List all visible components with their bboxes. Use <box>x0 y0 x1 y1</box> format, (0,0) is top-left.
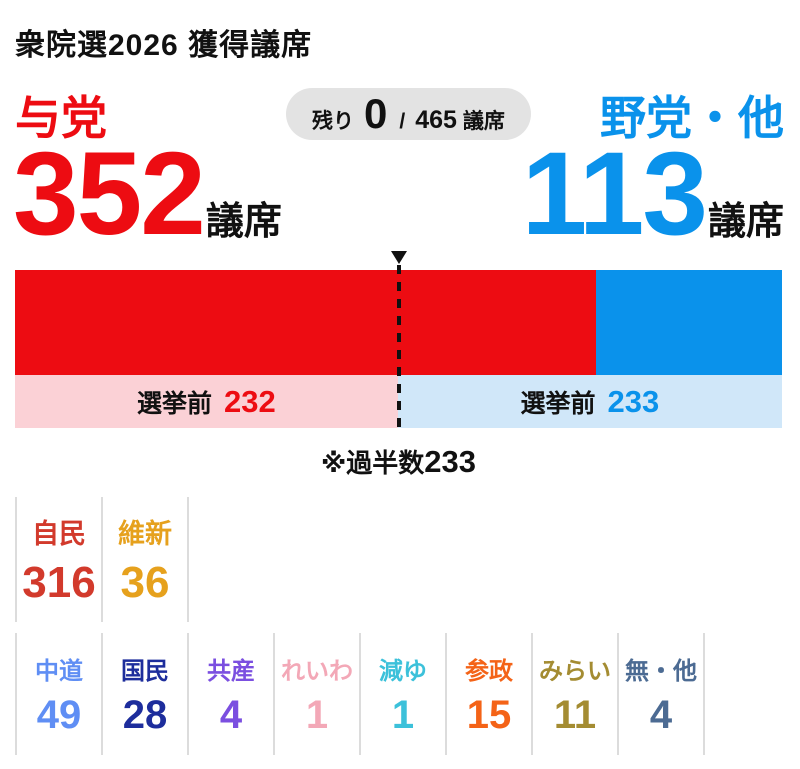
pre-election-seats-opposition: 233 <box>607 383 660 419</box>
remaining-unit: 議席 <box>462 110 505 133</box>
party-seats: 1 <box>305 692 329 737</box>
party-cell-kyosan: 共産 4 <box>187 633 273 755</box>
opposition-seats-number: 113 <box>521 128 708 260</box>
party-results-row-2: 中道 49 国民 28 共産 4 れいわ 1 減ゆ 1 参政 15 みらい 11… <box>15 633 705 755</box>
party-seats: 316 <box>22 557 96 607</box>
bar-segment-opposition <box>595 270 782 375</box>
pre-election-label-opposition: 選挙前 <box>520 389 596 418</box>
total-seats: 465 <box>415 106 457 134</box>
party-seats: 49 <box>36 692 82 737</box>
majority-note-prefix: ※過半数 <box>320 448 425 478</box>
majority-note-value: 233 <box>424 444 476 479</box>
party-cell-ishin: 維新 36 <box>101 497 189 622</box>
seat-bar <box>15 270 782 375</box>
party-cell-genyu: 減ゆ 1 <box>359 633 445 755</box>
bar-segment-ruling <box>15 270 596 375</box>
pre-election-band: 選挙前 232 選挙前 233 <box>15 375 782 428</box>
page-title: 衆院選2026 獲得議席 <box>15 29 313 62</box>
remaining-separator: / <box>399 110 406 133</box>
remaining-value: 0 <box>364 90 388 137</box>
opposition-seats-unit: 議席 <box>707 201 784 243</box>
party-seats: 4 <box>219 692 243 737</box>
party-seats: 4 <box>649 692 673 737</box>
opposition-bloc-label: 野党・他 <box>600 92 784 144</box>
party-cell-kokumin: 国民 28 <box>101 633 187 755</box>
majority-marker-arrow-icon <box>391 251 408 264</box>
party-seats: 11 <box>553 692 597 737</box>
remaining-label: 残り <box>312 110 354 133</box>
party-cell-reiwa: れいわ 1 <box>273 633 359 755</box>
party-cell-mushozoku-other: 無・他 4 <box>617 633 705 755</box>
party-name: 共産 <box>207 657 255 685</box>
party-name: 維新 <box>118 518 172 549</box>
party-seats: 36 <box>120 557 170 607</box>
majority-note: ※過半数233 <box>15 443 782 480</box>
party-seats: 1 <box>391 692 415 737</box>
seat-bar-chart: 選挙前 232 選挙前 233 <box>15 251 782 428</box>
pre-election-seats-ruling: 232 <box>223 383 276 419</box>
party-cell-sansei: 参政 15 <box>445 633 531 755</box>
party-cell-jimin: 自民 316 <box>15 497 101 622</box>
remaining-seats-pill: 残り 0 / 465 議席 <box>286 88 531 140</box>
party-name: みらい <box>539 657 611 685</box>
party-name: 無・他 <box>625 657 697 685</box>
pre-election-label-ruling: 選挙前 <box>136 389 212 418</box>
party-seats: 15 <box>466 692 512 737</box>
party-name: れいわ <box>281 657 353 685</box>
ruling-seats-unit: 議席 <box>205 201 282 243</box>
pre-election-opposition: 選挙前 233 <box>397 375 782 428</box>
ruling-bloc-label: 与党 <box>15 92 107 144</box>
ruling-seats-number: 352 <box>13 128 206 260</box>
party-name: 参政 <box>465 657 513 685</box>
party-name: 自民 <box>32 518 86 549</box>
ruling-seat-count: 352議席 <box>13 135 282 253</box>
party-name: 減ゆ <box>379 657 427 685</box>
party-name: 中道 <box>35 657 83 685</box>
party-results-row-1: 自民 316 維新 36 <box>15 497 189 622</box>
party-cell-chudo: 中道 49 <box>15 633 101 755</box>
party-seats: 28 <box>122 692 168 737</box>
opposition-seat-count: 113議席 <box>522 135 784 253</box>
party-cell-mirai: みらい 11 <box>531 633 617 755</box>
pre-election-ruling: 選挙前 232 <box>15 375 398 428</box>
party-name: 国民 <box>121 657 169 685</box>
majority-threshold-line <box>397 265 402 428</box>
